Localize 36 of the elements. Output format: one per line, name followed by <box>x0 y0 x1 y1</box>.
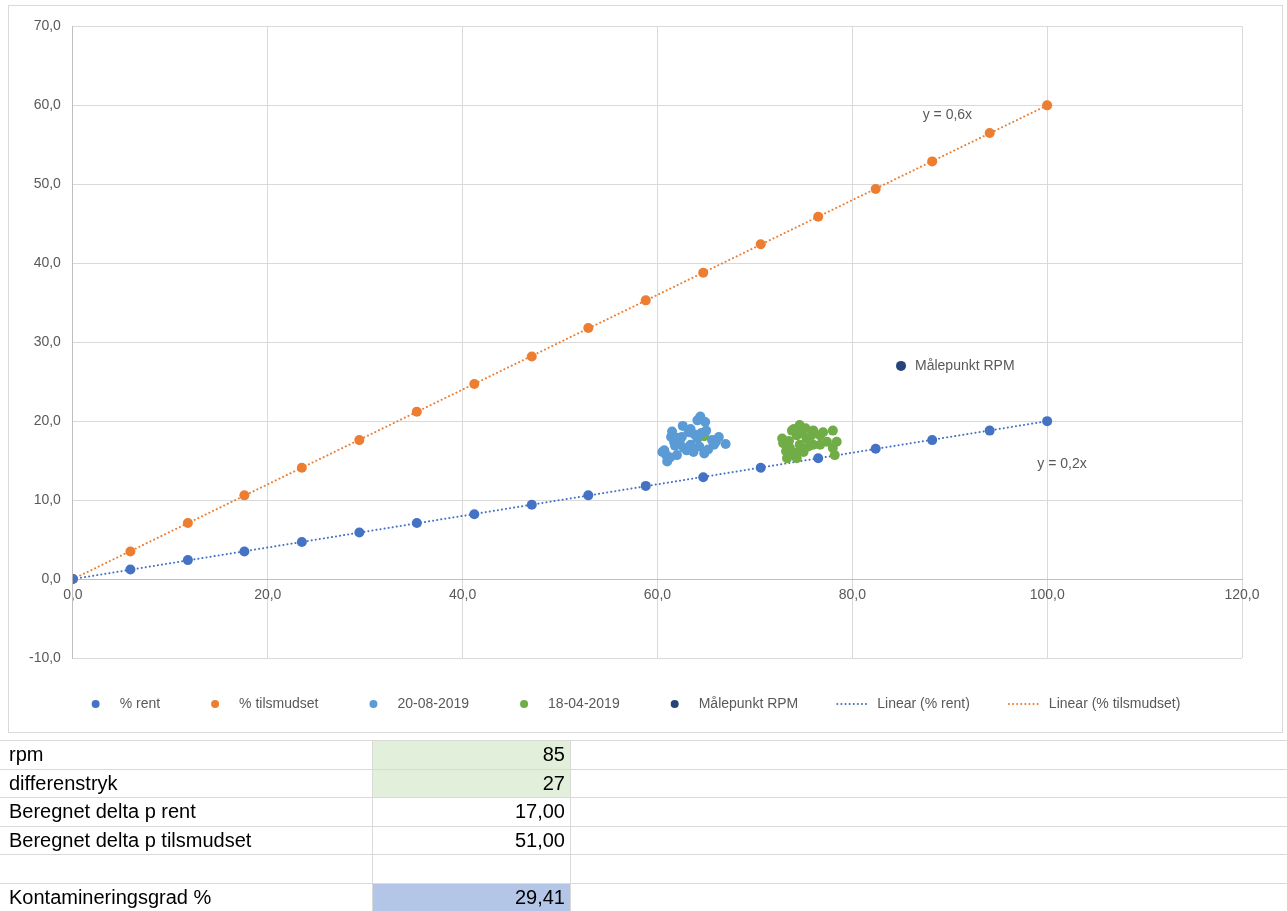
y-tick-label: 70,0 <box>33 17 62 34</box>
x-tick-label: 0,0 <box>63 586 83 603</box>
text: differenstryk <box>9 771 118 795</box>
x-tick-label: 120,0 <box>1224 586 1260 603</box>
x-tick-label: 80,0 <box>838 586 867 603</box>
y-tick-label: 40,0 <box>33 254 62 271</box>
legend-label: % tilsmudset <box>239 694 319 711</box>
legend-label: Målepunkt RPM <box>698 694 799 711</box>
x-tick-label: 100,0 <box>1029 586 1065 603</box>
legend-label: 18-04-2019 <box>548 694 620 711</box>
x-tick-label: 40,0 <box>448 586 477 603</box>
y-tick-label: 30,0 <box>33 333 62 350</box>
text: 17,00 <box>514 800 565 824</box>
text: rpm <box>9 743 44 767</box>
y-tick-label: 0,0 <box>41 569 62 586</box>
text: 85 <box>542 743 565 767</box>
y-tick-label: 20,0 <box>33 412 62 429</box>
text: Beregnet delta p tilsmudset <box>9 828 252 852</box>
x-tick-label: 20,0 <box>254 586 282 603</box>
y-tick-label: 60,0 <box>33 96 62 113</box>
text: 51,00 <box>514 828 565 852</box>
y-tick-label: 50,0 <box>33 175 62 192</box>
annotation: Målepunkt RPM <box>915 356 1015 373</box>
annotation: y = 0,2x <box>1037 454 1087 471</box>
legend-label: Linear (% rent) <box>877 694 970 711</box>
text: Beregnet delta p rent <box>9 800 196 824</box>
legend-label: 20-08-2019 <box>397 694 470 711</box>
text: 29,41 <box>514 885 565 909</box>
text: Kontamineringsgrad % <box>9 885 212 909</box>
annotation: y = 0,6x <box>922 105 973 122</box>
legend-label: % rent <box>119 694 161 711</box>
text: 27 <box>542 771 565 795</box>
y-tick-label: -10,0 <box>28 648 62 665</box>
x-tick-label: 60,0 <box>643 586 672 603</box>
legend-label: Linear (% tilsmudset) <box>1048 694 1181 711</box>
y-tick-label: 10,0 <box>33 490 62 507</box>
